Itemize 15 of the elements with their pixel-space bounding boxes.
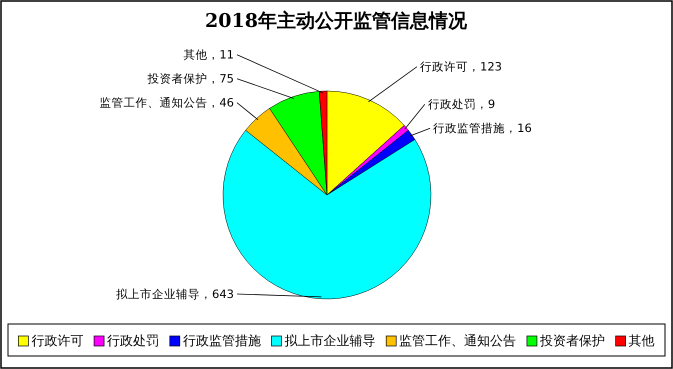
legend-label: 其他: [628, 334, 655, 349]
chart-title: 2018年主动公开监管信息情况: [205, 10, 468, 32]
legend-label: 投资者保护: [538, 334, 605, 349]
legend-label: 行政许可: [31, 334, 84, 349]
data-label: 监管工作、通知公告，46: [99, 96, 234, 110]
legend-label: 行政处罚: [107, 334, 160, 349]
data-label: 其他，11: [183, 48, 234, 62]
legend-label: 监管工作、通知公告: [399, 334, 516, 349]
data-label: 拟上市企业辅导，643: [116, 287, 234, 301]
legend-label: 拟上市企业辅导: [284, 334, 376, 349]
data-label: 投资者保护，75: [146, 72, 234, 86]
legend-label: 行政监管措施: [182, 334, 261, 349]
data-label: 行政监管措施，16: [433, 121, 532, 136]
data-label: 行政处罚，9: [428, 97, 496, 112]
data-label: 行政许可，123: [420, 60, 502, 74]
